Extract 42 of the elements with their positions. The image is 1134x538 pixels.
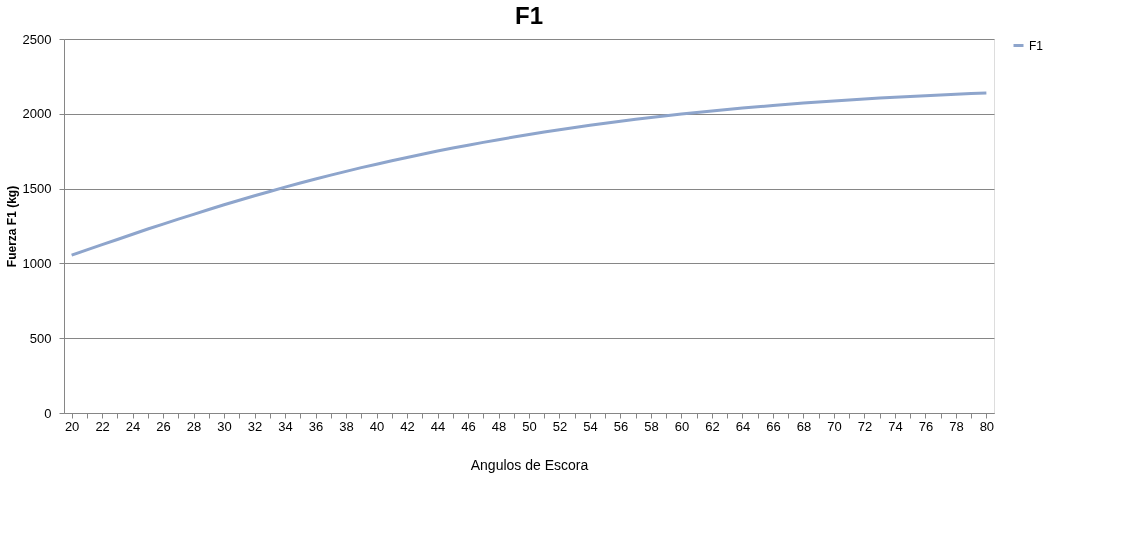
x-tick-label: 76 — [918, 418, 934, 434]
x-tick-label: 40 — [369, 418, 385, 434]
y-axis-title: Fuerza F1 (kg) — [4, 185, 19, 268]
y-tick-label: 2000 — [22, 106, 52, 122]
x-tick-label: 68 — [796, 418, 812, 434]
y-tick-label: 500 — [29, 330, 52, 346]
x-tick-label: 78 — [949, 418, 964, 434]
x-tick-label: 60 — [674, 418, 690, 434]
x-tick-label: 80 — [979, 418, 995, 434]
x-tick-label: 58 — [644, 418, 659, 434]
x-tick-label: 66 — [766, 418, 781, 434]
x-tick-label: 74 — [888, 418, 903, 434]
x-tick-label: 28 — [186, 418, 202, 434]
x-tick-label: 30 — [217, 418, 232, 434]
x-tick-label: 48 — [491, 418, 507, 434]
x-tick-label: 70 — [827, 418, 842, 434]
x-tick-label: 46 — [461, 418, 476, 434]
x-axis-title: Angulos de Escora — [470, 456, 589, 473]
x-tick-label: 34 — [278, 418, 293, 434]
x-tick-label: 24 — [125, 418, 141, 434]
x-tick-label: 52 — [552, 418, 568, 434]
x-tick-label: 56 — [613, 418, 629, 434]
x-tick-label: 38 — [339, 418, 354, 434]
x-tick-label: 32 — [247, 418, 263, 434]
x-tick-label: 44 — [430, 418, 446, 434]
x-tick-label: 72 — [857, 418, 873, 434]
y-tick-label: 1000 — [22, 255, 52, 271]
x-tick-label: 54 — [583, 418, 598, 434]
x-tick-label: 22 — [95, 418, 110, 434]
x-tick-label: 62 — [705, 418, 720, 434]
y-tick-label: 1500 — [22, 181, 52, 197]
legend-label: F1 — [1029, 38, 1044, 53]
x-tick-label: 26 — [156, 418, 171, 434]
x-tick-label: 64 — [735, 418, 751, 434]
x-tick-label: 42 — [400, 418, 415, 434]
line-series — [70, 91, 988, 257]
x-tick-label: 50 — [522, 418, 537, 434]
y-tick-label: 0 — [44, 405, 52, 421]
chart-title: F1 — [514, 2, 544, 29]
x-tick-label: 36 — [308, 418, 324, 434]
x-tick-label: 20 — [64, 418, 80, 434]
y-tick-label: 2500 — [22, 31, 52, 47]
